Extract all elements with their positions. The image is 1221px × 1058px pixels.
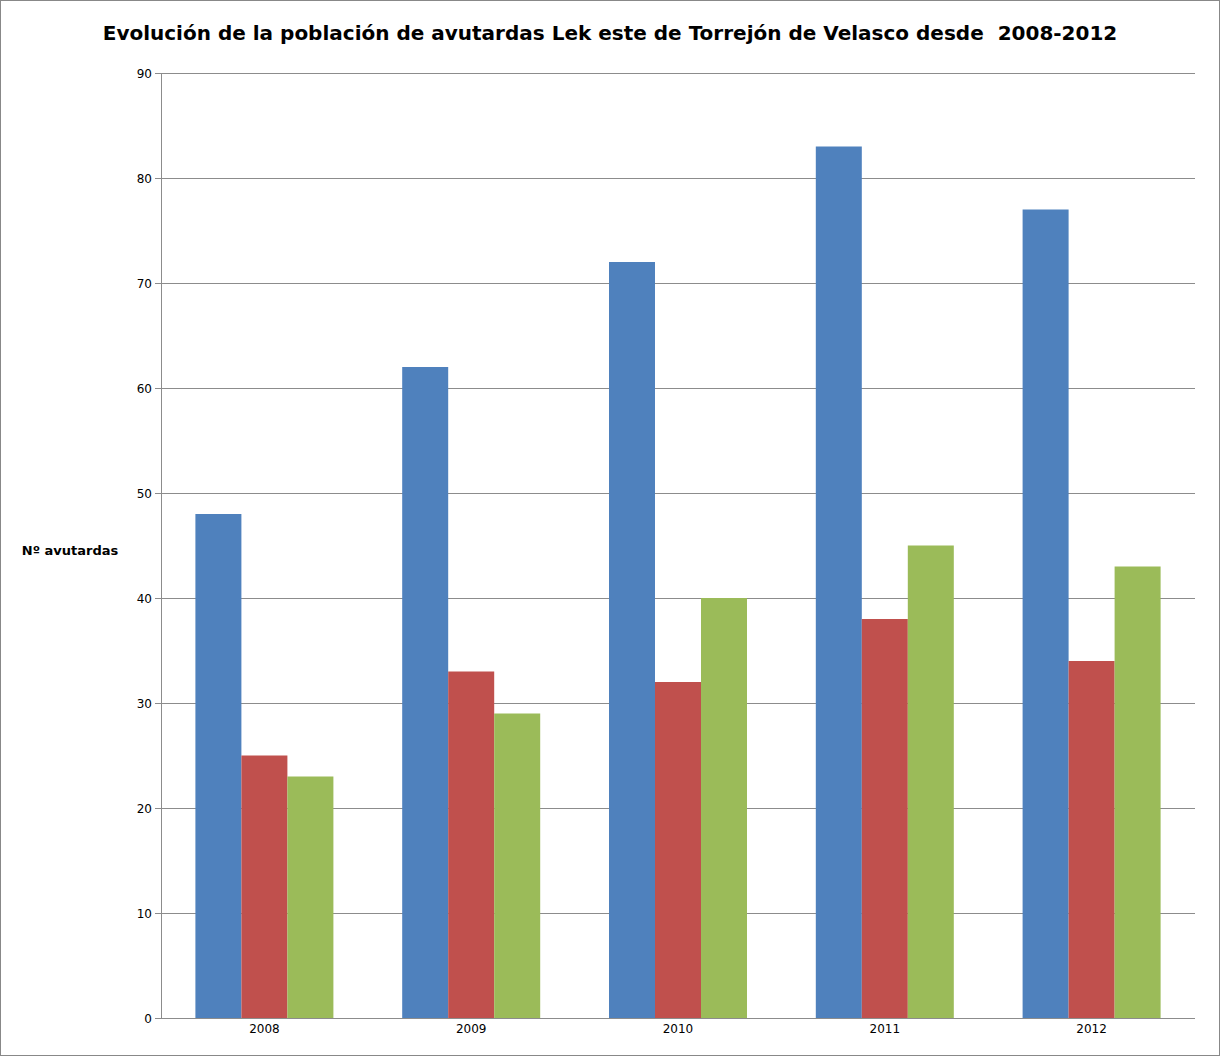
y-tick — [155, 1018, 161, 1019]
bar — [287, 777, 333, 1019]
bar — [402, 367, 448, 1018]
bar — [494, 714, 540, 1019]
bar — [701, 598, 747, 1018]
y-tick — [155, 178, 161, 179]
y-axis — [161, 73, 162, 1018]
chart-svg: Evolución de la población de avutardas L… — [0, 0, 1221, 1058]
x-tick-label: 2008 — [249, 1022, 280, 1036]
grid-line — [161, 73, 1195, 74]
title: Evolución de la población de avutardas L… — [103, 21, 1118, 45]
y-tick — [155, 493, 161, 494]
background — [1, 1, 1220, 1056]
y-tick — [155, 388, 161, 389]
y-tick-label: 90 — [137, 67, 152, 81]
y-tick-label: 20 — [137, 802, 152, 816]
x-tick-label: 2011 — [870, 1022, 901, 1036]
y-tick — [155, 73, 161, 74]
y-tick-label: 30 — [137, 697, 152, 711]
y-tick-label: 80 — [137, 172, 152, 186]
y-tick — [155, 703, 161, 704]
chart: Evolución de la población de avutardas L… — [0, 0, 1221, 1058]
bar — [1069, 661, 1115, 1018]
x-tick-label: 2010 — [663, 1022, 694, 1036]
y-tick — [155, 808, 161, 809]
bar — [908, 546, 954, 1019]
y-tick — [155, 913, 161, 914]
bar — [241, 756, 287, 1019]
bars — [195, 147, 1160, 1019]
y-tick-label: 50 — [137, 487, 152, 501]
y-tick-label: 10 — [137, 907, 152, 921]
bar — [195, 514, 241, 1018]
y-tick-label: 0 — [144, 1012, 152, 1026]
x-tick-label: 2012 — [1076, 1022, 1107, 1036]
bar — [816, 147, 862, 1019]
y-tick-label: 70 — [137, 277, 152, 291]
y-axis-label: Nº avutardas — [22, 543, 119, 558]
bar — [448, 672, 494, 1019]
y-tick-label: 40 — [137, 592, 152, 606]
y-tick — [155, 598, 161, 599]
bar — [609, 262, 655, 1018]
x-axis — [161, 1018, 1195, 1019]
bar — [655, 682, 701, 1018]
y-tick — [155, 283, 161, 284]
grid-line — [161, 1018, 1195, 1019]
grid-line — [161, 178, 1195, 179]
bar — [1115, 567, 1161, 1019]
bar — [862, 619, 908, 1018]
y-tick-label: 60 — [137, 382, 152, 396]
x-tick-label: 2009 — [456, 1022, 487, 1036]
bar — [1023, 210, 1069, 1019]
